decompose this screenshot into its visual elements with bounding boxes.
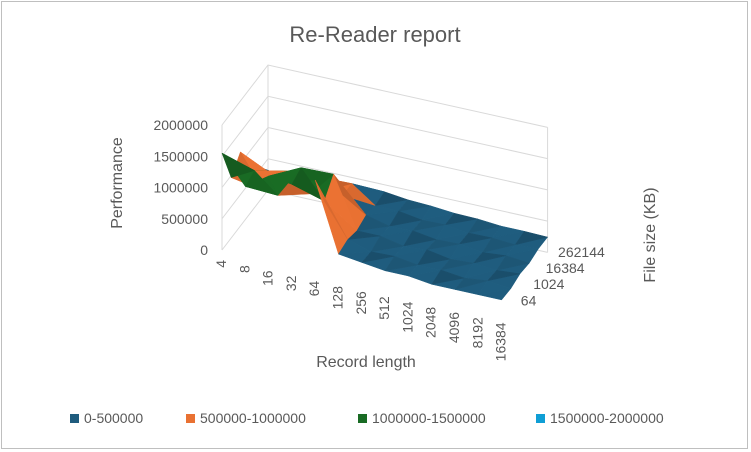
- surface-facet: [338, 239, 372, 255]
- x-tick-label: 512: [376, 296, 392, 320]
- surface-facet: [417, 249, 451, 266]
- surface-facet: [477, 280, 512, 296]
- surface-facet: [402, 230, 437, 247]
- surface-facet: [421, 205, 456, 221]
- x-tick-label: 128: [330, 286, 346, 310]
- surface-facet: [454, 277, 488, 290]
- y-tick-label: 1024: [533, 276, 564, 292]
- y-tick-label: 262144: [558, 244, 605, 260]
- surface-facet: [482, 237, 517, 253]
- chart-title: Re-Reader report: [289, 22, 460, 47]
- surface-facet: [514, 230, 548, 246]
- surface-facet: [356, 214, 391, 232]
- gridline: [221, 95, 548, 160]
- surface-facet: [426, 239, 460, 251]
- legend-swatch: [358, 414, 367, 423]
- z-tick-label: 1000000: [153, 180, 208, 196]
- gridline: [221, 64, 548, 128]
- surface-facet: [491, 225, 525, 239]
- surface-facet: [370, 235, 405, 253]
- surface-facet: [449, 243, 484, 260]
- x-tick-label: 8192: [469, 317, 485, 348]
- surface-facet: [467, 218, 502, 234]
- x-tick-label: 256: [353, 291, 369, 315]
- legend-label: 500000-1000000: [200, 410, 306, 426]
- surface-facet: [440, 258, 474, 271]
- surface-facet: [314, 180, 348, 240]
- surface-facet: [412, 219, 446, 232]
- surface-facet: [458, 232, 492, 245]
- x-tick-label: 8: [236, 265, 252, 273]
- y-tick-label: 64: [521, 292, 537, 308]
- surface-facet: [431, 269, 466, 285]
- z-tick-label: 2000000: [153, 117, 208, 133]
- surface-facet: [221, 152, 256, 178]
- surface-facet: [407, 264, 441, 277]
- surface-facet: [486, 270, 521, 282]
- legend-label: 1500000-2000000: [550, 410, 664, 426]
- x-tick-label: 4: [213, 260, 229, 268]
- surface-facet: [324, 173, 358, 231]
- chart-surface: [221, 151, 549, 301]
- x-tick-label: 16384: [493, 322, 509, 361]
- surface-facet: [505, 244, 539, 257]
- surface-facet: [342, 183, 376, 206]
- x-tick-label: 2048: [423, 307, 439, 338]
- surface-facet: [365, 205, 399, 216]
- surface-facet: [397, 199, 432, 212]
- surface-facet: [374, 191, 409, 206]
- surface-facet: [472, 252, 506, 264]
- surface-facet: [444, 212, 478, 226]
- surface-facet: [291, 167, 325, 202]
- x-tick-label: 4096: [446, 312, 462, 343]
- surface-facet: [379, 225, 413, 237]
- z-tick-label: 1500000: [153, 148, 208, 164]
- z-axis-title: Performance: [109, 137, 126, 229]
- surface-facet: [463, 262, 498, 279]
- legend-swatch: [70, 414, 79, 423]
- x-tick-label: 64: [306, 281, 322, 297]
- z-axis-ticks: 0 500000 1000000 1500000 2000000: [153, 117, 208, 258]
- surface-facet: [351, 183, 385, 193]
- x-tick-label: 32: [283, 275, 299, 291]
- legend-swatch: [186, 414, 195, 423]
- surface-facet: [388, 210, 423, 227]
- surface-facet: [361, 251, 395, 263]
- legend-swatch: [536, 414, 545, 423]
- x-tick-label: 16: [260, 270, 276, 286]
- surface-facet: [496, 255, 531, 271]
- surface-facet: [268, 167, 302, 196]
- y-axis-title: File size (KB): [642, 187, 659, 282]
- surface-facet: [244, 170, 279, 196]
- chart-legend: 0-500000 500000-1000000 1000000-1500000 150…: [70, 410, 664, 426]
- surface-facet: [346, 230, 381, 240]
- z-tick-label: 500000: [161, 211, 208, 227]
- surface-facet: [384, 255, 419, 272]
- legend-label: 0-500000: [84, 410, 143, 426]
- surface-facet: [393, 245, 427, 257]
- y-tick-label: 16384: [546, 260, 585, 276]
- x-axis-ticks: 48 16 32 64 128 256 512 1024 2048 4096 8192 16384: [213, 260, 509, 362]
- x-tick-label: 1024: [399, 301, 415, 332]
- z-tick-label: 0: [200, 242, 208, 258]
- x-axis-title: Record length: [316, 354, 416, 371]
- surface-facet: [435, 224, 470, 240]
- legend-label: 1000000-1500000: [372, 410, 486, 426]
